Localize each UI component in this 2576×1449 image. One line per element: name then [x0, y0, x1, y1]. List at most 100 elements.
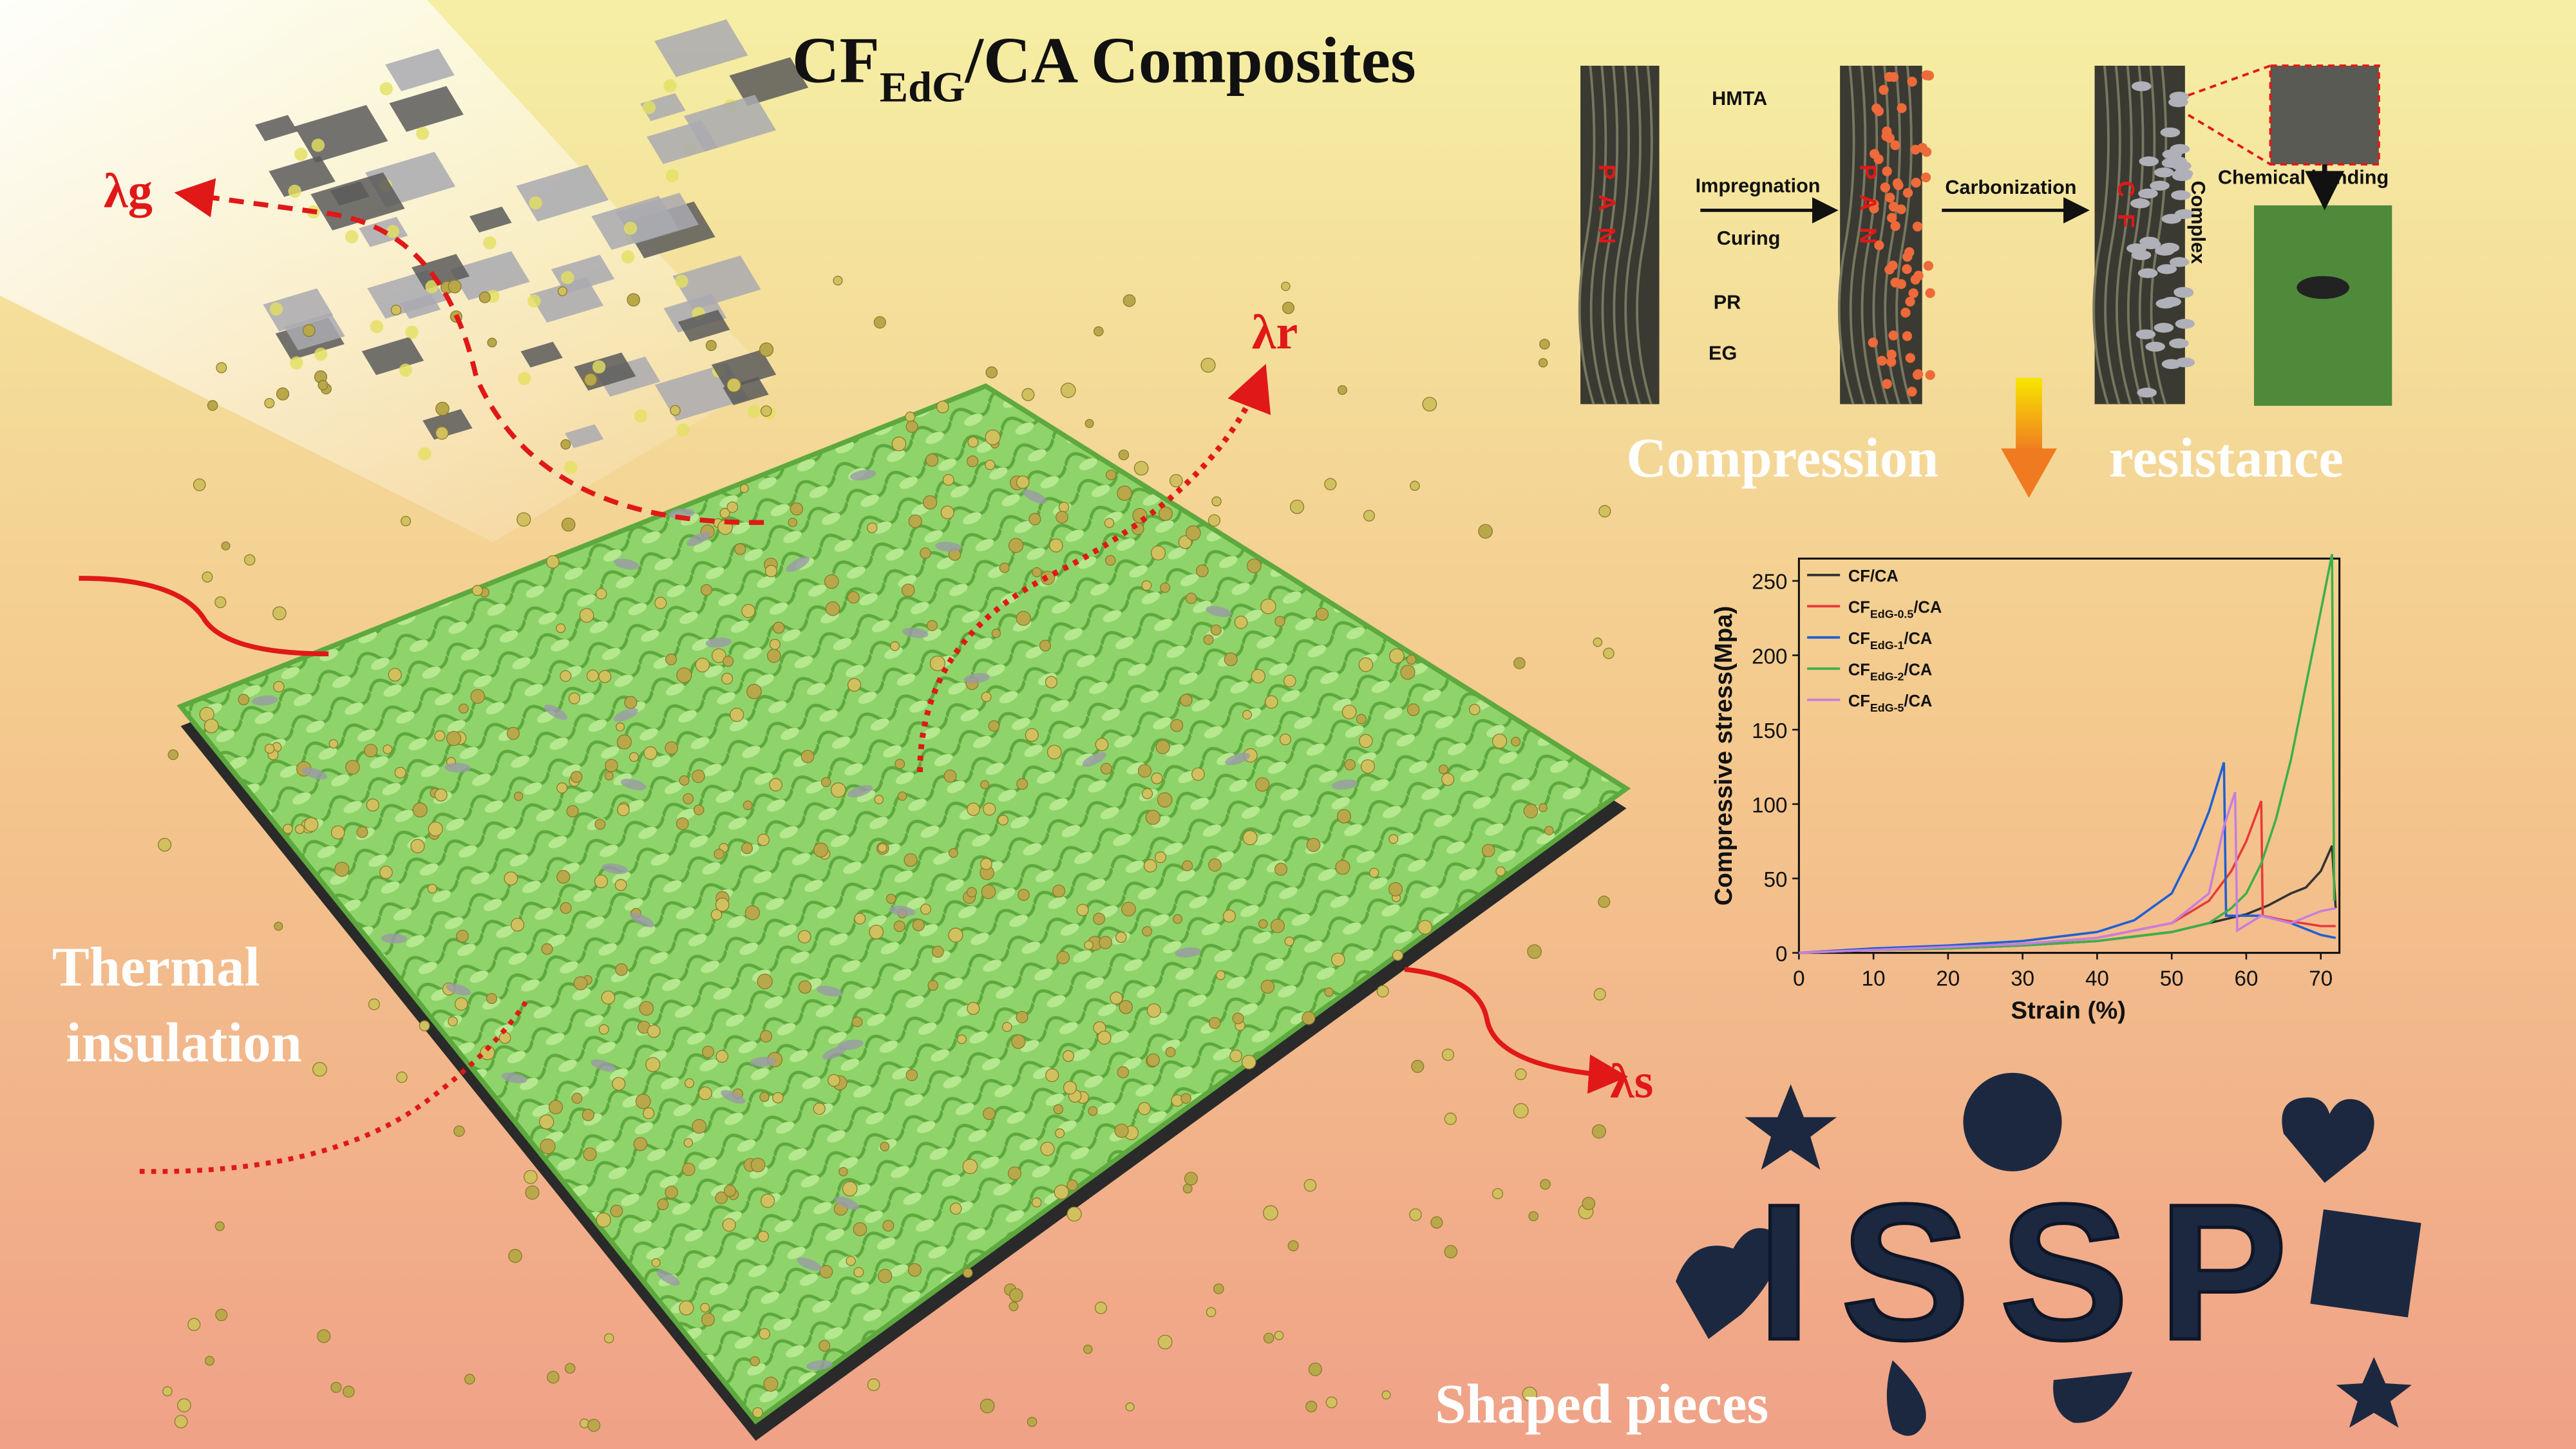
- particle: [1388, 882, 1403, 896]
- particle: [1150, 545, 1166, 561]
- particle: [629, 752, 639, 762]
- particle: [819, 1340, 831, 1352]
- particle: [1151, 772, 1163, 784]
- particle: [1406, 703, 1420, 716]
- particle: [1008, 538, 1024, 553]
- particle: [1137, 764, 1152, 778]
- particle: [1157, 1334, 1173, 1350]
- particle: [693, 804, 705, 815]
- particle: [1274, 1331, 1284, 1340]
- particle: [317, 379, 328, 390]
- particle: [743, 800, 753, 811]
- particle: [187, 1318, 201, 1331]
- text-part: EdG-2: [1870, 670, 1904, 683]
- particle: [1185, 525, 1201, 541]
- bubble: [676, 423, 690, 437]
- particle: [985, 459, 996, 470]
- resin: [1912, 222, 1923, 232]
- particles: [158, 276, 1615, 1432]
- particle: [448, 279, 462, 294]
- particle: [769, 638, 781, 650]
- y-tick-label: 250: [1752, 571, 1787, 594]
- particle: [1133, 460, 1149, 476]
- particle: [1495, 866, 1506, 876]
- particle: [1308, 1362, 1322, 1376]
- complex-flake: [2155, 245, 2175, 256]
- particle: [1210, 624, 1222, 636]
- particle: [639, 1001, 654, 1016]
- resin: [1913, 270, 1924, 281]
- particle: [949, 1202, 962, 1215]
- particle: [603, 1333, 614, 1343]
- resin: [1907, 386, 1917, 397]
- graphite-flake: [721, 1090, 746, 1104]
- particle: [643, 746, 658, 760]
- fiber: [2092, 65, 2110, 405]
- particle: [1203, 634, 1214, 645]
- particle: [730, 707, 744, 723]
- bubble: [529, 196, 542, 210]
- complex-flake: [2150, 180, 2170, 191]
- bubble: [747, 404, 761, 419]
- particle: [936, 401, 949, 413]
- particle: [1274, 862, 1288, 876]
- label: CF: [2113, 181, 2139, 245]
- particle: [566, 805, 579, 818]
- text-part: CF: [1848, 692, 1870, 710]
- particle: [908, 514, 922, 529]
- fiber: [1849, 65, 1867, 405]
- complex-flake: [2161, 296, 2181, 307]
- graphite-flake: [963, 673, 990, 684]
- particle: [1143, 859, 1157, 873]
- particle: [356, 826, 368, 838]
- particle: [1180, 694, 1193, 707]
- graphite-flake: [834, 1196, 860, 1210]
- particle: [683, 1138, 694, 1148]
- particle: [1478, 524, 1493, 539]
- flake: [647, 120, 718, 164]
- particle: [1282, 301, 1295, 314]
- complex-flake: [2169, 338, 2189, 348]
- graphite-flake: [849, 469, 876, 480]
- particle: [772, 621, 785, 634]
- particle: [1591, 1124, 1607, 1139]
- particle: [1084, 940, 1094, 950]
- fiber-bundle: [1580, 66, 1660, 404]
- particle: [943, 770, 957, 783]
- particle: [330, 1381, 342, 1393]
- particle: [1363, 509, 1376, 522]
- flake: [723, 377, 769, 406]
- particle: [1121, 902, 1136, 917]
- particle: [568, 692, 580, 705]
- resin: [1902, 331, 1913, 341]
- particle: [312, 1062, 327, 1077]
- particle: [435, 426, 449, 440]
- particle: [723, 656, 734, 667]
- particle: [1093, 913, 1106, 925]
- particle: [1114, 1123, 1129, 1138]
- resin: [1902, 187, 1913, 198]
- particle: [612, 1077, 626, 1091]
- particle: [1104, 518, 1115, 528]
- particle: [759, 342, 774, 357]
- particle: [1260, 598, 1276, 614]
- particle: [963, 1267, 973, 1278]
- particle: [1040, 1141, 1055, 1157]
- resin: [1868, 337, 1879, 348]
- flake: [385, 48, 455, 91]
- fiber: [1578, 65, 1596, 405]
- particle: [905, 420, 918, 433]
- particle: [923, 495, 938, 510]
- particle: [825, 601, 840, 616]
- y-tick-label: 100: [1752, 793, 1787, 817]
- particle: [379, 866, 393, 879]
- graphite-flake: [1022, 489, 1047, 504]
- resin: [1902, 264, 1912, 274]
- resin: [1905, 353, 1915, 363]
- graphite-flake: [446, 983, 471, 996]
- particle: [927, 980, 939, 991]
- flake: [330, 181, 370, 206]
- graphite-flake: [444, 762, 471, 773]
- legend-entry: CFEdG-1/CA: [1848, 630, 1932, 652]
- particle: [573, 976, 588, 990]
